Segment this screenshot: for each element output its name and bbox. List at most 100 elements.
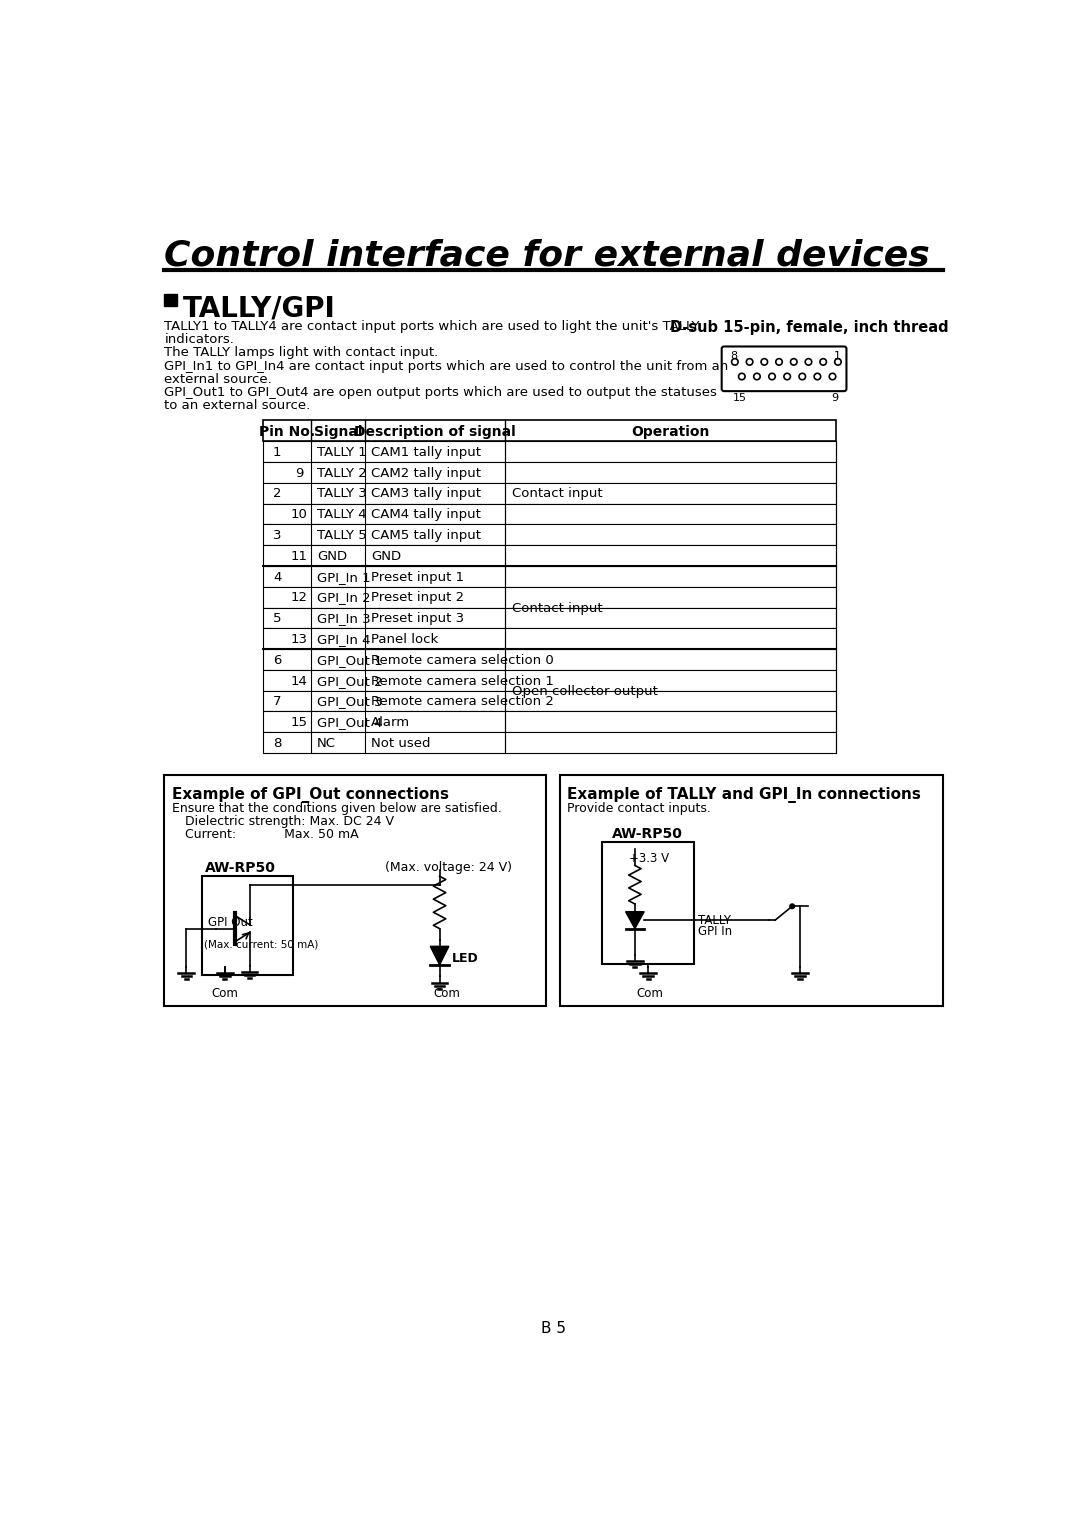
Bar [262, 649, 836, 670]
Text: 15: 15 [733, 394, 747, 403]
Text: Contact input: Contact input [512, 487, 603, 501]
Text: GPI_In 3: GPI_In 3 [318, 612, 370, 625]
Bar [262, 567, 836, 586]
Text: 11: 11 [291, 550, 308, 563]
Text: GND: GND [372, 550, 402, 563]
Text: GPI_Out 1: GPI_Out 1 [318, 654, 382, 667]
Bar [262, 670, 836, 690]
FancyBboxPatch shape [721, 347, 847, 391]
Polygon shape [430, 947, 449, 965]
Text: Alarm: Alarm [372, 716, 410, 728]
Text: CAM4 tally input: CAM4 tally input [372, 508, 482, 521]
Text: Example of GPI_Out connections: Example of GPI_Out connections [172, 786, 449, 803]
Text: 8: 8 [730, 351, 738, 360]
Bar [262, 586, 836, 608]
Text: (Max. voltage: 24 V): (Max. voltage: 24 V) [386, 861, 512, 873]
Bar [262, 608, 836, 628]
Text: TALLY1 to TALLY4 are contact input ports which are used to light the unit's TALL: TALLY1 to TALLY4 are contact input ports… [164, 321, 700, 333]
Text: CAM5 tally input: CAM5 tally input [372, 528, 482, 542]
Text: 7: 7 [273, 695, 282, 709]
Text: Pin No.: Pin No. [259, 425, 315, 438]
Text: Description of signal: Description of signal [354, 425, 516, 438]
Text: LED: LED [451, 953, 478, 965]
Bar [262, 483, 836, 504]
Text: Remote camera selection 2: Remote camera selection 2 [372, 695, 554, 709]
Text: Operation: Operation [632, 425, 710, 438]
Text: TALLY 4: TALLY 4 [318, 508, 367, 521]
Text: Preset input 3: Preset input 3 [372, 612, 464, 625]
Text: 5: 5 [273, 612, 282, 625]
Text: GPI_Out 3: GPI_Out 3 [318, 695, 382, 709]
Text: Dielectric strength: Max. DC 24 V: Dielectric strength: Max. DC 24 V [185, 815, 393, 829]
Text: 1: 1 [273, 446, 282, 458]
Bar [164, 774, 545, 1006]
Text: GPI_In 2: GPI_In 2 [318, 591, 370, 605]
Text: 13: 13 [291, 634, 308, 646]
Text: Open collector output: Open collector output [512, 686, 659, 698]
Bar [262, 628, 836, 649]
Text: The TALLY lamps light with contact input.: The TALLY lamps light with contact input… [164, 347, 438, 359]
Text: GPI In: GPI In [698, 925, 732, 938]
Bar [262, 463, 836, 483]
Text: Current:            Max. 50 mA: Current: Max. 50 mA [185, 828, 359, 841]
Text: 10: 10 [291, 508, 308, 521]
Text: TALLY 3: TALLY 3 [318, 487, 367, 501]
Text: GPI_In 1: GPI_In 1 [318, 571, 370, 583]
Text: Signal: Signal [314, 425, 362, 438]
Text: Preset input 2: Preset input 2 [372, 591, 464, 605]
Text: TALLY: TALLY [698, 915, 731, 927]
Text: Provide contact inputs.: Provide contact inputs. [567, 802, 712, 815]
Text: TALLY/GPI: TALLY/GPI [183, 295, 336, 322]
Bar [262, 504, 836, 524]
Bar [202, 876, 293, 974]
Text: 12: 12 [291, 591, 308, 605]
Bar [262, 545, 836, 567]
Text: Preset input 1: Preset input 1 [372, 571, 464, 583]
Text: Remote camera selection 0: Remote camera selection 0 [372, 654, 554, 667]
Text: Com: Com [636, 986, 663, 1000]
Bar [262, 524, 836, 545]
Text: 9: 9 [832, 394, 838, 403]
Text: D-sub 15-pin, female, inch thread: D-sub 15-pin, female, inch thread [670, 321, 948, 336]
Text: 6: 6 [273, 654, 282, 667]
Text: 1: 1 [834, 351, 840, 360]
Text: Remote camera selection 1: Remote camera selection 1 [372, 675, 554, 687]
Text: CAM2 tally input: CAM2 tally input [372, 467, 482, 479]
Text: Com: Com [212, 986, 239, 1000]
Text: Ensure that the conditions given below are satisfied.: Ensure that the conditions given below a… [172, 802, 502, 815]
Text: 2: 2 [273, 487, 282, 501]
Text: to an external source.: to an external source. [164, 399, 311, 412]
Bar [603, 843, 693, 964]
Bar [262, 733, 836, 753]
Text: Not used: Not used [372, 738, 431, 750]
Text: 9: 9 [295, 467, 303, 479]
Text: Control interface for external devices: Control interface for external devices [164, 238, 930, 273]
Text: +3.3 V: +3.3 V [629, 852, 669, 864]
Text: 8: 8 [273, 738, 282, 750]
Text: Contact input: Contact input [512, 602, 603, 615]
Text: indicators.: indicators. [164, 333, 234, 347]
Bar [262, 690, 836, 712]
Text: NC: NC [318, 738, 336, 750]
Bar [262, 712, 836, 733]
Text: CAM3 tally input: CAM3 tally input [372, 487, 482, 501]
Text: AW-RP50: AW-RP50 [205, 861, 275, 875]
Text: GPI_Out 2: GPI_Out 2 [318, 675, 382, 687]
Text: TALLY 5: TALLY 5 [318, 528, 367, 542]
Text: external source.: external source. [164, 373, 272, 386]
Text: 4: 4 [273, 571, 282, 583]
Text: GND: GND [318, 550, 348, 563]
Text: GPI_Out1 to GPI_Out4 are open output ports which are used to output the statuses: GPI_Out1 to GPI_Out4 are open output por… [164, 386, 717, 399]
Text: GPI_In1 to GPI_In4 are contact input ports which are used to control the unit fr: GPI_In1 to GPI_In4 are contact input por… [164, 359, 729, 373]
Text: AW-RP50: AW-RP50 [612, 828, 684, 841]
Text: GPI Out: GPI Out [207, 916, 253, 930]
Text: 15: 15 [291, 716, 308, 728]
Text: (Max. current: 50 mA): (Max. current: 50 mA) [204, 939, 319, 950]
Text: 3: 3 [273, 528, 282, 542]
Polygon shape [625, 912, 644, 928]
Text: GPI_In 4: GPI_In 4 [318, 634, 370, 646]
Bar [559, 774, 943, 1006]
Text: Example of TALLY and GPI_In connections: Example of TALLY and GPI_In connections [567, 786, 921, 803]
Bar [262, 441, 836, 463]
Text: TALLY 1: TALLY 1 [318, 446, 367, 458]
